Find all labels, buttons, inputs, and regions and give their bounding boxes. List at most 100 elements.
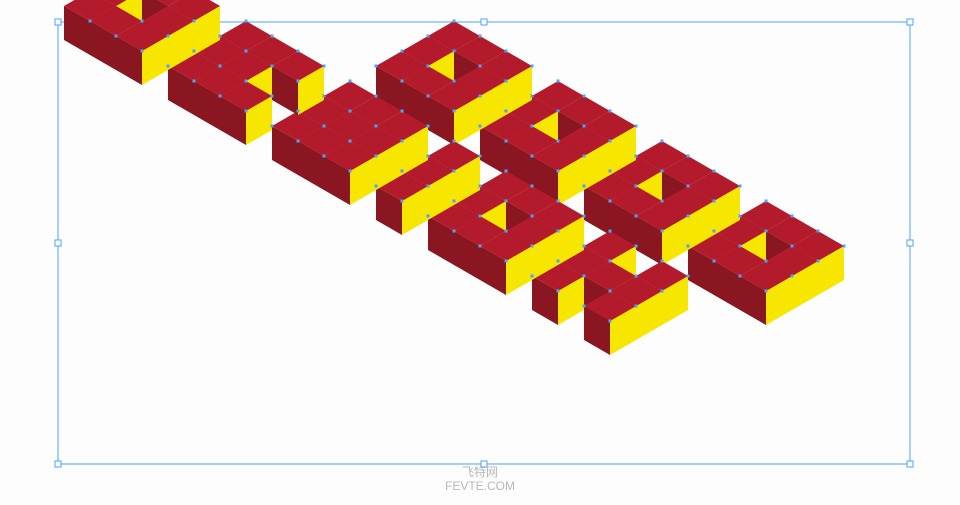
anchor-point[interactable] xyxy=(531,215,534,218)
anchor-point[interactable] xyxy=(219,35,222,38)
anchor-point[interactable] xyxy=(531,185,534,188)
anchor-point[interactable] xyxy=(479,65,482,68)
anchor-point[interactable] xyxy=(739,185,742,188)
anchor-point[interactable] xyxy=(791,275,794,278)
anchor-point[interactable] xyxy=(219,95,222,98)
bbox-handle-3[interactable] xyxy=(55,240,61,246)
vector-scene[interactable] xyxy=(0,0,960,505)
bbox-handle-4[interactable] xyxy=(907,240,913,246)
anchor-point[interactable] xyxy=(557,230,560,233)
anchor-point[interactable] xyxy=(349,80,352,83)
anchor-point[interactable] xyxy=(739,275,742,278)
anchor-point[interactable] xyxy=(375,65,378,68)
anchor-point[interactable] xyxy=(609,260,612,263)
anchor-point[interactable] xyxy=(583,155,586,158)
anchor-point[interactable] xyxy=(843,245,846,248)
anchor-point[interactable] xyxy=(453,230,456,233)
anchor-point[interactable] xyxy=(583,95,586,98)
anchor-point[interactable] xyxy=(141,50,144,53)
anchor-point[interactable] xyxy=(401,170,404,173)
anchor-point[interactable] xyxy=(349,110,352,113)
anchor-point[interactable] xyxy=(193,80,196,83)
anchor-point[interactable] xyxy=(427,125,430,128)
anchor-point[interactable] xyxy=(557,140,560,143)
anchor-point[interactable] xyxy=(635,125,638,128)
bbox-handle-5[interactable] xyxy=(55,461,61,467)
anchor-point[interactable] xyxy=(505,140,508,143)
anchor-point[interactable] xyxy=(479,155,482,158)
anchor-point[interactable] xyxy=(245,110,248,113)
anchor-point[interactable] xyxy=(453,200,456,203)
anchor-point[interactable] xyxy=(349,140,352,143)
anchor-point[interactable] xyxy=(609,170,612,173)
anchor-point[interactable] xyxy=(245,80,248,83)
anchor-point[interactable] xyxy=(271,125,274,128)
anchor-point[interactable] xyxy=(193,20,196,23)
anchor-point[interactable] xyxy=(271,35,274,38)
anchor-point[interactable] xyxy=(271,95,274,98)
anchor-point[interactable] xyxy=(635,155,638,158)
anchor-point[interactable] xyxy=(583,245,586,248)
anchor-point[interactable] xyxy=(427,65,430,68)
anchor-point[interactable] xyxy=(635,245,638,248)
anchor-point[interactable] xyxy=(219,65,222,68)
anchor-point[interactable] xyxy=(687,275,690,278)
anchor-point[interactable] xyxy=(609,140,612,143)
anchor-point[interactable] xyxy=(401,140,404,143)
anchor-point[interactable] xyxy=(323,65,326,68)
anchor-point[interactable] xyxy=(739,245,742,248)
anchor-point[interactable] xyxy=(453,80,456,83)
bbox-handle-1[interactable] xyxy=(481,19,487,25)
anchor-point[interactable] xyxy=(531,95,534,98)
anchor-point[interactable] xyxy=(427,95,430,98)
anchor-point[interactable] xyxy=(479,35,482,38)
anchor-point[interactable] xyxy=(557,110,560,113)
anchor-point[interactable] xyxy=(583,215,586,218)
anchor-point[interactable] xyxy=(609,320,612,323)
anchor-point[interactable] xyxy=(479,215,482,218)
anchor-point[interactable] xyxy=(505,200,508,203)
anchor-point[interactable] xyxy=(713,230,716,233)
anchor-point[interactable] xyxy=(401,110,404,113)
anchor-point[interactable] xyxy=(557,80,560,83)
anchor-point[interactable] xyxy=(661,200,664,203)
anchor-point[interactable] xyxy=(427,155,430,158)
anchor-point[interactable] xyxy=(661,230,664,233)
anchor-point[interactable] xyxy=(323,125,326,128)
anchor-point[interactable] xyxy=(661,260,664,263)
anchor-point[interactable] xyxy=(531,155,534,158)
anchor-point[interactable] xyxy=(505,260,508,263)
anchor-point[interactable] xyxy=(271,65,274,68)
anchor-point[interactable] xyxy=(635,275,638,278)
anchor-point[interactable] xyxy=(713,170,716,173)
anchor-point[interactable] xyxy=(479,245,482,248)
anchor-point[interactable] xyxy=(791,215,794,218)
anchor-point[interactable] xyxy=(557,170,560,173)
anchor-point[interactable] xyxy=(427,185,430,188)
anchor-point[interactable] xyxy=(583,185,586,188)
anchor-point[interactable] xyxy=(115,35,118,38)
anchor-point[interactable] xyxy=(635,305,638,308)
anchor-point[interactable] xyxy=(557,290,560,293)
anchor-point[interactable] xyxy=(661,290,664,293)
anchor-point[interactable] xyxy=(609,200,612,203)
anchor-point[interactable] xyxy=(453,140,456,143)
anchor-point[interactable] xyxy=(349,170,352,173)
bbox-handle-7[interactable] xyxy=(907,461,913,467)
anchor-point[interactable] xyxy=(531,275,534,278)
anchor-point[interactable] xyxy=(609,110,612,113)
anchor-point[interactable] xyxy=(453,110,456,113)
bbox-handle-0[interactable] xyxy=(55,19,61,25)
anchor-point[interactable] xyxy=(167,35,170,38)
anchor-point[interactable] xyxy=(531,125,534,128)
anchor-point[interactable] xyxy=(427,215,430,218)
anchor-point[interactable] xyxy=(375,125,378,128)
anchor-point[interactable] xyxy=(479,185,482,188)
anchor-point[interactable] xyxy=(323,155,326,158)
anchor-point[interactable] xyxy=(765,230,768,233)
anchor-point[interactable] xyxy=(453,50,456,53)
anchor-point[interactable] xyxy=(557,260,560,263)
anchor-point[interactable] xyxy=(817,230,820,233)
anchor-point[interactable] xyxy=(739,215,742,218)
anchor-point[interactable] xyxy=(453,20,456,23)
